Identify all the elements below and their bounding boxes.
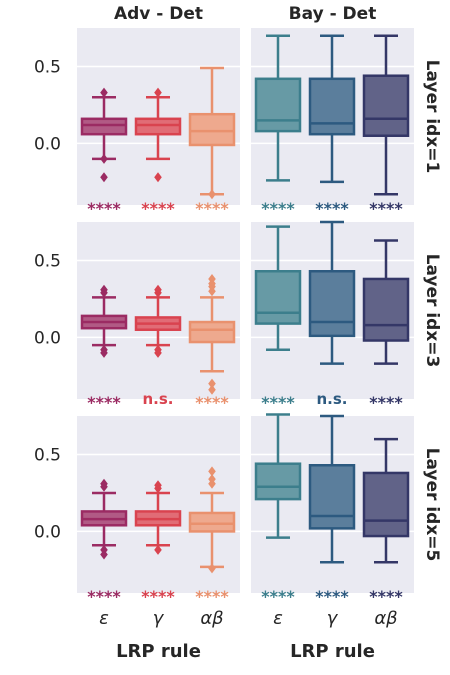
outlier-point — [154, 480, 162, 491]
outlier-point — [208, 378, 216, 389]
y-tick-label: 0.5 — [34, 251, 61, 271]
significance-label: **** — [369, 393, 403, 412]
box-αβ: **** — [362, 34, 410, 218]
y-tick-label: 0.5 — [34, 445, 61, 465]
box-ε: **** — [254, 413, 302, 606]
x-tick-label: γ — [327, 608, 339, 629]
column-title: Bay - Det — [289, 4, 377, 24]
iqr-box — [362, 277, 410, 342]
box-γ: **** — [134, 87, 182, 218]
box-ε: **** — [80, 87, 128, 218]
outlier-point — [100, 549, 108, 560]
iqr-box — [134, 117, 182, 136]
box-γ: **** — [308, 34, 356, 218]
significance-label: **** — [261, 587, 295, 606]
iqr-box — [254, 462, 302, 501]
row-title: Layer idx=5 — [422, 448, 442, 562]
iqr-box — [188, 511, 236, 533]
significance-label: **** — [195, 587, 229, 606]
row-title: Layer idx=1 — [422, 60, 442, 174]
box-γ: n.s. — [134, 284, 182, 408]
box-ε: **** — [80, 284, 128, 412]
box-γ: **** — [308, 414, 356, 606]
x-tick-label: ε — [273, 608, 283, 629]
outlier-point — [208, 384, 216, 395]
panel-bay-row1: **** **** **** — [251, 28, 414, 218]
panel-adv-row1: **** **** **** 0.0 0.5 — [34, 28, 240, 218]
x-tick-label: ε — [99, 608, 109, 629]
iqr-box — [308, 77, 356, 136]
significance-label: **** — [141, 587, 175, 606]
x-axis-label: LRP rule — [290, 641, 375, 662]
panel-adv-row2: **** n.s. **** 0.0 0.5 — [34, 222, 240, 412]
box-γ: **** — [134, 480, 182, 606]
box-ε: **** — [254, 34, 302, 218]
y-tick-label: 0.0 — [34, 134, 61, 154]
significance-label: **** — [315, 199, 349, 218]
significance-label: **** — [369, 199, 403, 218]
outlier-point — [154, 347, 162, 358]
outlier-point — [100, 478, 108, 489]
box-αβ: **** — [188, 466, 236, 606]
iqr-box — [188, 112, 236, 147]
iqr-box — [362, 471, 410, 538]
iqr-box — [80, 117, 128, 136]
outlier-point — [208, 273, 216, 284]
outlier-point — [100, 347, 108, 358]
outlier-point — [154, 544, 162, 555]
outlier-point — [100, 172, 108, 183]
outlier-point — [208, 466, 216, 477]
panel-bay-row3: **** **** **** — [251, 413, 414, 606]
significance-label: **** — [261, 199, 295, 218]
outlier-point — [100, 87, 108, 98]
column-title: Adv - Det — [114, 4, 203, 24]
significance-label: **** — [87, 199, 121, 218]
box-ε: **** — [80, 478, 128, 606]
iqr-box — [254, 77, 302, 133]
outlier-point — [100, 284, 108, 295]
box-αβ: **** — [188, 273, 236, 412]
x-tick-label: αβ — [374, 608, 397, 629]
outlier-point — [154, 284, 162, 295]
box-αβ: **** — [188, 66, 236, 218]
significance-label: **** — [195, 393, 229, 412]
y-tick-label: 0.5 — [34, 57, 61, 77]
significance-label: **** — [141, 199, 175, 218]
box-αβ: **** — [362, 239, 410, 412]
iqr-box — [188, 320, 236, 344]
y-tick-label: 0.0 — [34, 328, 61, 348]
y-tick-label: 0.0 — [34, 522, 61, 542]
significance-label: **** — [87, 587, 121, 606]
iqr-box — [254, 270, 302, 325]
box-αβ: **** — [362, 437, 410, 606]
iqr-box — [362, 74, 410, 137]
outlier-point — [154, 172, 162, 183]
significance-label: **** — [261, 393, 295, 412]
x-axis-label: LRP rule — [116, 641, 201, 662]
row-title: Layer idx=3 — [422, 254, 442, 368]
panel-adv-row3: **** **** **** 0.0 0.5 — [34, 416, 240, 606]
iqr-box — [308, 464, 356, 530]
outlier-point — [208, 189, 216, 200]
outlier-point — [154, 87, 162, 98]
box-ε: **** — [254, 225, 302, 412]
x-tick-label: αβ — [200, 608, 223, 629]
significance-label: n.s. — [142, 390, 173, 408]
outlier-point — [100, 153, 108, 164]
significance-label: **** — [369, 587, 403, 606]
significance-label: n.s. — [316, 390, 347, 408]
panel-bay-row2: **** n.s. **** — [251, 220, 414, 412]
box-γ: n.s. — [308, 220, 356, 408]
outlier-point — [208, 563, 216, 574]
significance-label: **** — [315, 587, 349, 606]
x-tick-label: γ — [153, 608, 165, 629]
iqr-box — [308, 270, 356, 338]
significance-label: **** — [87, 393, 121, 412]
significance-label: **** — [195, 199, 229, 218]
outlier-point — [208, 474, 216, 485]
